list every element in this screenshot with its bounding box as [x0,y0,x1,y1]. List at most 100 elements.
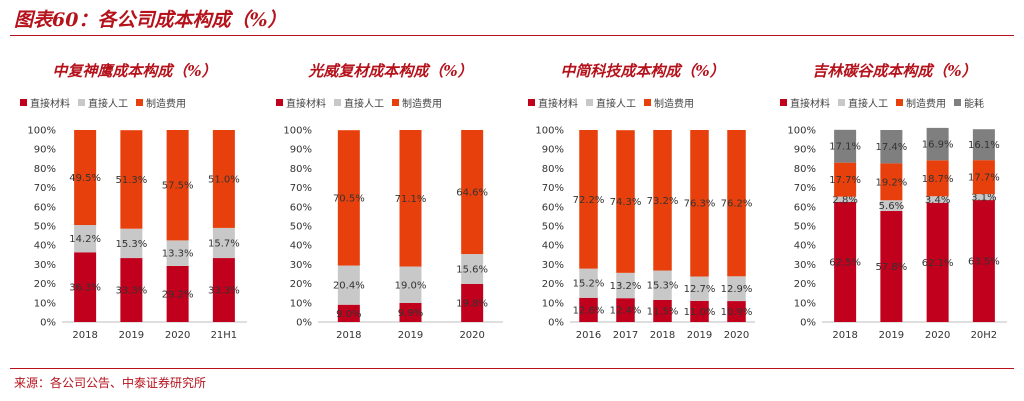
bar-segment [579,268,598,298]
y-tick-label: 20% [34,279,56,290]
data-label: 17.7% [829,175,861,186]
data-label: 14.2% [69,234,101,245]
bar-segment [579,130,598,269]
x-tick-label: 21H1 [211,330,238,341]
data-label: 63.5% [968,257,1000,268]
y-tick-label: 70% [290,183,312,194]
bar-segment [690,300,709,322]
chart-title: 中简科技成本构成（%） [560,62,725,80]
data-label: 29.2% [162,289,194,300]
legend-item: 制造费用 [896,95,946,110]
legend-item: 直接人工 [838,95,888,110]
y-tick-label: 100% [283,126,312,137]
data-label: 64.6% [456,188,488,199]
bar-segment [74,225,97,253]
y-tick-label: 100% [535,126,564,137]
x-tick-label: 2017 [613,330,638,341]
data-label: 33.3% [208,286,240,297]
data-label: 20.4% [333,281,365,292]
y-tick-label: 0% [548,318,564,329]
data-label: 70.5% [333,193,365,204]
legend-item: 直接人工 [586,95,636,110]
y-tick-label: 0% [40,318,56,329]
y-tick-label: 0% [800,318,816,329]
legend-swatch [392,99,399,106]
data-label: 17.4% [875,142,907,153]
x-tick-label: 2019 [879,330,904,341]
data-label: 16.1% [968,140,1000,151]
bar-segment [166,130,189,241]
data-label: 36.3% [69,283,101,294]
y-tick-label: 100% [787,126,816,137]
legend-item: 直接材料 [276,95,326,110]
chart-title: 吉林碳谷成本构成（%） [812,62,977,80]
data-label: 18.7% [922,174,954,185]
data-label: 5.6% [879,201,904,212]
data-label: 73.2% [647,196,679,207]
bar-segment [399,130,422,267]
data-label: 12.4% [610,306,642,317]
y-tick-label: 40% [34,241,56,252]
x-tick-label: 2020 [724,330,749,341]
source-divider [10,368,1014,369]
data-label: 13.2% [610,281,642,292]
legend-label: 直接人工 [848,99,888,110]
y-tick-label: 10% [542,298,564,309]
legend-swatch [334,99,341,106]
bar-segment [399,266,422,303]
legend-swatch [780,99,787,106]
bar-segment [166,265,189,322]
bar-segment [653,130,672,271]
legend-item: 直接材料 [780,95,830,110]
x-tick-label: 2020 [165,330,190,341]
chart-legend: 直接材料 直接人工 制造费用 [20,95,186,110]
data-label: 12.9% [721,284,753,295]
chart-plot: 0% 10% 20% 30% 40% 50% 60% 70% 80% 90% 100% 12.6% 15… [535,126,755,341]
data-label: 15.3% [115,239,147,250]
legend-swatch [586,99,593,106]
title-divider [10,35,1014,36]
legend-label: 制造费用 [654,99,694,110]
y-tick-label: 80% [542,164,564,175]
bar-segment [399,302,422,322]
bar-segment [166,240,189,266]
data-label: 13.3% [162,249,194,260]
y-tick-label: 20% [290,279,312,290]
legend-swatch [838,99,845,106]
data-label: 72.2% [573,195,605,206]
bar-segment [926,196,949,203]
y-tick-label: 90% [794,145,816,156]
legend-item: 制造费用 [644,95,694,110]
legend-item: 直接材料 [20,95,70,110]
data-label: 17.1% [829,142,861,153]
data-label: 51.0% [208,174,240,185]
data-label: 2.8% [832,195,857,206]
legend-item: 直接人工 [334,95,384,110]
y-tick-label: 20% [794,279,816,290]
x-tick-label: 2016 [576,330,601,341]
data-label: 17.7% [968,173,1000,184]
bar-segment [212,227,235,259]
bar-segment [337,130,360,266]
source-note: 来源：各公司公告、中泰证券研究所 [14,376,207,390]
y-tick-label: 90% [34,145,56,156]
data-label: 57.5% [162,181,194,192]
legend-item: 直接人工 [78,95,128,110]
chart-panel-2: 光威复材成本构成（%） 直接材料 直接人工 制造费用 0% 10% 20% 30% 40% 50%… [268,40,513,362]
bar-segment [120,258,143,322]
y-tick-label: 10% [34,298,56,309]
x-tick-label: 2018 [650,330,675,341]
legend-label: 直接材料 [30,99,70,110]
bar-segment [579,297,598,322]
y-tick-label: 60% [542,202,564,213]
y-tick-label: 30% [794,260,816,271]
bar-segment [926,127,949,161]
bar-segment [880,200,903,212]
legend-swatch [276,99,283,106]
bar-segment [616,272,635,299]
data-label: 12.6% [573,305,605,316]
bar-segment [616,298,635,322]
y-tick-label: 50% [794,222,816,233]
y-tick-label: 80% [290,164,312,175]
bar-segment [880,130,903,164]
